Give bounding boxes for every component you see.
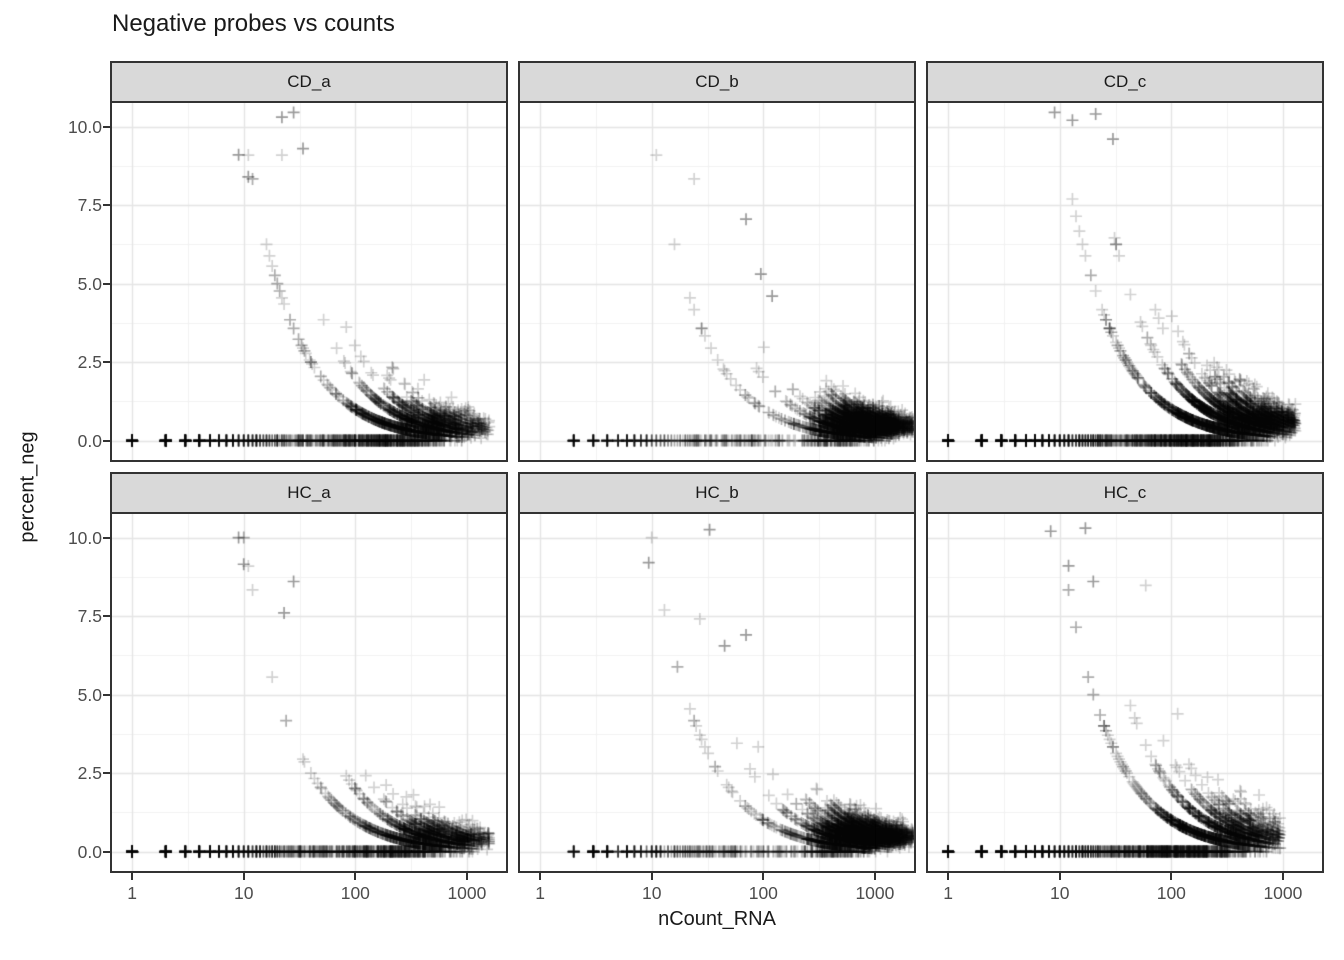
x-tick-label: 10 (641, 883, 662, 903)
y-tick-label: 7.5 (77, 606, 102, 627)
plot-title: Negative probes vs counts (112, 10, 395, 37)
x-tick-mark (1170, 873, 1173, 880)
facet-strip-label: HC_a (287, 483, 331, 502)
x-tick-label: 1 (535, 883, 545, 903)
x-tick-label: 100 (748, 883, 778, 903)
y-tick-label: 10.0 (67, 116, 102, 137)
y-tick-mark (103, 282, 110, 285)
facet-panel-CD_c (926, 101, 1324, 462)
facet-panel-canvas-CD_b (520, 103, 914, 460)
facet-strip-CD_c: CD_c (926, 61, 1324, 103)
facet-panel-canvas-HC_a (112, 514, 506, 871)
x-tick-label: 10 (1049, 883, 1070, 903)
y-tick-mark (103, 439, 110, 442)
y-tick-mark (103, 615, 110, 618)
y-tick-mark (103, 204, 110, 207)
x-tick-label: 1 (127, 883, 137, 903)
x-tick-mark (465, 873, 468, 880)
facet-strip-HC_a: HC_a (110, 472, 508, 514)
y-tick-mark (103, 361, 110, 364)
x-tick-label: 100 (1156, 883, 1186, 903)
facet-strip-label: HC_b (695, 483, 739, 502)
facet-strip-CD_a: CD_a (110, 61, 508, 103)
y-tick-label: 2.5 (77, 763, 102, 784)
x-tick-mark (873, 873, 876, 880)
x-tick-mark (242, 873, 245, 880)
facet-panel-canvas-HC_b (520, 514, 914, 871)
x-tick-label: 1000 (855, 883, 895, 903)
x-tick-label: 1000 (447, 883, 487, 903)
facet-panel-HC_a (110, 512, 508, 873)
x-tick-mark (131, 873, 134, 880)
x-tick-label: 1000 (1263, 883, 1303, 903)
y-tick-mark (103, 850, 110, 853)
y-tick-label: 7.5 (77, 195, 102, 216)
facet-panel-HC_c (926, 512, 1324, 873)
y-tick-label: 0.0 (77, 841, 102, 862)
y-tick-mark (103, 536, 110, 539)
facet-panel-canvas-CD_c (928, 103, 1322, 460)
facet-strip-label: CD_b (695, 72, 739, 91)
x-tick-mark (650, 873, 653, 880)
x-tick-label: 1 (943, 883, 953, 903)
facet-panel-canvas-CD_a (112, 103, 506, 460)
x-tick-mark (354, 873, 357, 880)
facet-strip-HC_c: HC_c (926, 472, 1324, 514)
facet-panel-CD_b (518, 101, 916, 462)
facet-panel-HC_b (518, 512, 916, 873)
y-tick-mark (103, 125, 110, 128)
x-axis-title: nCount_RNA (658, 908, 776, 930)
x-tick-mark (539, 873, 542, 880)
facet-strip-label: HC_c (1103, 483, 1147, 502)
y-tick-label: 5.0 (77, 684, 102, 705)
x-tick-label: 100 (340, 883, 370, 903)
y-tick-label: 0.0 (77, 430, 102, 451)
x-tick-mark (1058, 873, 1061, 880)
x-tick-mark (947, 873, 950, 880)
facet-strip-label: CD_a (287, 72, 331, 91)
y-tick-mark (103, 772, 110, 775)
y-tick-mark (103, 693, 110, 696)
x-tick-mark (762, 873, 765, 880)
facet-strip-CD_b: CD_b (518, 61, 916, 103)
facet-panel-canvas-HC_c (928, 514, 1322, 871)
y-tick-label: 10.0 (67, 527, 102, 548)
y-tick-label: 5.0 (77, 273, 102, 294)
y-tick-label: 2.5 (77, 352, 102, 373)
facet-strip-HC_b: HC_b (518, 472, 916, 514)
facet-panel-CD_a (110, 101, 508, 462)
facet-strip-label: CD_c (1103, 72, 1147, 91)
x-tick-mark (1281, 873, 1284, 880)
x-tick-label: 10 (233, 883, 254, 903)
